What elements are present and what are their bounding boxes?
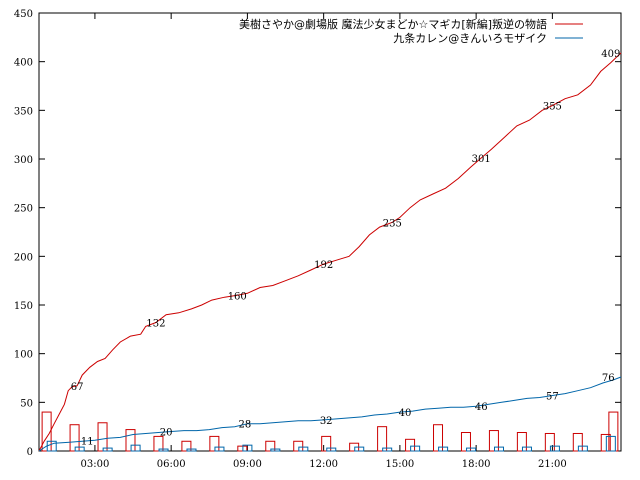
bar-series-1 [377, 426, 388, 452]
data-label: 409 [601, 49, 620, 60]
bar-series-2 [326, 447, 337, 452]
bar-series-1 [572, 432, 583, 452]
bar-series-1 [209, 435, 220, 452]
bar-series-2 [74, 446, 85, 452]
data-label: 67 [71, 382, 84, 393]
bar-series-2 [186, 448, 197, 452]
y-tick-label: 350 [14, 106, 33, 117]
bar-series-1 [125, 429, 136, 452]
bar-series-2 [130, 444, 141, 452]
axis-ticks: 0 50 100 150 200 250 300 350 400 450 03:00 06:00 09:… [14, 9, 621, 470]
data-label: 355 [543, 101, 562, 112]
bar-series-2 [382, 447, 393, 452]
y-tick-label: 0 [27, 447, 33, 458]
legend-label: 九条カレン@きんいろモザイク [393, 31, 547, 45]
x-tick-label: 15:00 [385, 459, 414, 470]
bar-series-2 [605, 435, 616, 452]
data-label: 28 [238, 420, 251, 431]
bar-series-2 [298, 446, 309, 452]
y-tick-label: 200 [14, 252, 33, 263]
bar-series-1 [405, 438, 416, 452]
bar-series-1 [293, 440, 304, 452]
plot-frame [38, 12, 622, 452]
data-label: 160 [228, 291, 247, 302]
x-tick-label: 06:00 [157, 459, 186, 470]
bar-series-1 [97, 422, 108, 452]
x-tick-label: 09:00 [233, 459, 262, 470]
y-tick-label: 250 [14, 204, 33, 215]
bar-series-2 [270, 448, 281, 452]
bar-series-1 [153, 435, 164, 452]
data-label: 235 [383, 218, 402, 229]
bar-series-2 [102, 447, 113, 452]
bar-series-2 [577, 445, 588, 452]
y-tick-label: 100 [14, 350, 33, 361]
data-label: 20 [160, 428, 173, 439]
bar-series-1 [600, 433, 611, 452]
bar-series-2 [549, 445, 560, 452]
bar-series-2 [438, 446, 449, 452]
y-tick-label: 450 [14, 9, 33, 20]
y-tick-label: 50 [20, 398, 33, 409]
bar-series-2 [158, 448, 169, 452]
bar-series-2 [494, 446, 505, 452]
data-label: 132 [146, 319, 165, 330]
bar-series-1 [69, 424, 80, 452]
y-tick-label: 150 [14, 301, 33, 312]
series-lines [38, 52, 622, 452]
bar-series-2 [214, 446, 225, 452]
bar-series-1 [181, 440, 192, 452]
line-series-2 [38, 376, 622, 452]
legend-label: 美樹さやか@劇場版 魔法少女まどか☆マギカ[新編]叛逆の物語 [239, 17, 547, 31]
data-label: 40 [399, 408, 412, 419]
x-tick-label: 18:00 [462, 459, 491, 470]
data-label: 192 [314, 260, 333, 271]
x-tick-label: 12:00 [309, 459, 338, 470]
bar-series-2 [410, 445, 421, 452]
data-label: 76 [602, 373, 615, 384]
bar-series-1 [488, 430, 499, 452]
bar-series-1 [321, 435, 332, 452]
bar-series-2 [354, 446, 365, 452]
y-tick-label: 300 [14, 155, 33, 166]
data-label: 57 [546, 392, 559, 403]
data-label: 32 [320, 416, 333, 427]
bar-series-1 [265, 440, 276, 452]
bar-series-1 [460, 432, 471, 452]
y-tick-label: 400 [14, 58, 33, 69]
bar-series-1 [237, 445, 248, 452]
bars [41, 411, 619, 452]
bar-series-2 [521, 446, 532, 452]
bar-series-2 [466, 447, 477, 452]
bar-series-1 [516, 432, 527, 452]
x-tick-label: 21:00 [538, 459, 567, 470]
data-label: 46 [475, 402, 488, 413]
bar-series-1 [41, 411, 52, 452]
line-series-1 [38, 52, 622, 452]
bar-series-2 [242, 444, 253, 452]
x-tick-label: 03:00 [80, 459, 109, 470]
bar-series-1 [544, 432, 555, 452]
bar-series-1 [433, 424, 444, 452]
data-label: 11 [81, 436, 94, 447]
legend: 美樹さやか@劇場版 魔法少女まどか☆マギカ[新編]叛逆の物語九条カレン@きんいろ… [239, 17, 583, 45]
data-labels: 67 132 160 192 235 301 355 409 11 20 28 32 40 46 57 76 [71, 49, 621, 447]
data-label: 301 [472, 154, 491, 165]
